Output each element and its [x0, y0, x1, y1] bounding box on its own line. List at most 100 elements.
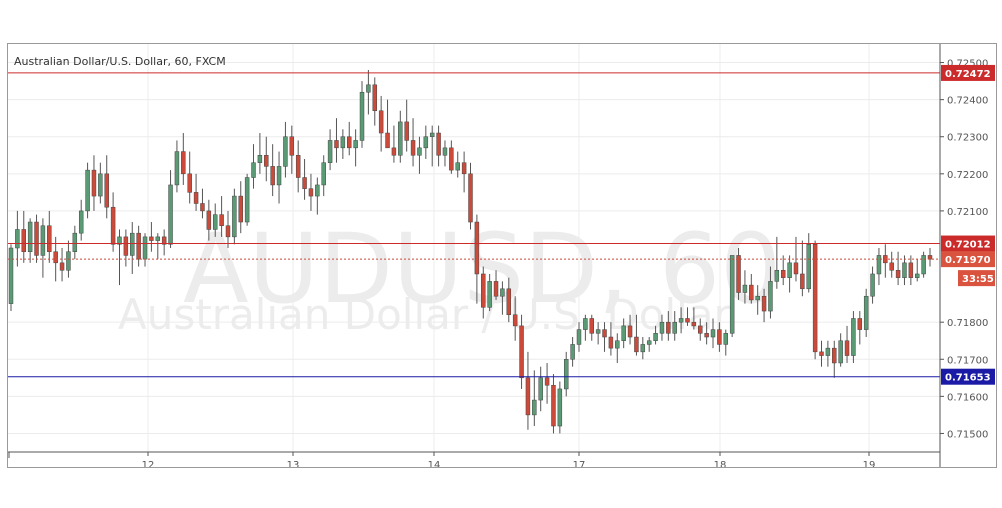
candle-body: [678, 318, 684, 323]
candle: [238, 181, 243, 234]
candle: [768, 266, 773, 319]
candle: [308, 173, 314, 211]
candle-body: [825, 347, 831, 356]
candle: [838, 333, 843, 367]
price-label-bg: [941, 64, 995, 81]
candle-body: [47, 225, 52, 252]
candle-body: [812, 244, 818, 353]
candle: [608, 322, 614, 356]
candle: [551, 374, 556, 434]
candle-body: [136, 232, 141, 260]
candle: [844, 325, 850, 363]
candle: [429, 125, 435, 167]
candle-body: [276, 166, 282, 186]
candle-body: [340, 136, 346, 149]
candle-body: [423, 136, 429, 149]
candle-body: [404, 121, 409, 141]
candle-body: [889, 262, 894, 271]
price-label: 0.71653: [945, 373, 991, 384]
candle-body: [838, 340, 843, 364]
candle: [544, 362, 550, 404]
candle: [359, 81, 365, 148]
candle-body: [436, 132, 441, 156]
candle: [193, 173, 199, 211]
candle-body: [264, 155, 269, 167]
candle: [353, 129, 358, 167]
candle-body: [378, 110, 384, 134]
candle-body: [225, 225, 231, 238]
candle: [232, 188, 237, 245]
candle-body: [532, 399, 537, 416]
candle: [666, 311, 671, 341]
candle-body: [832, 347, 837, 364]
candle: [589, 314, 594, 341]
candle-body: [500, 288, 505, 297]
candle: [187, 151, 192, 204]
candle: [902, 255, 907, 286]
candle: [200, 188, 205, 219]
candle: [206, 199, 212, 241]
candle-body: [98, 173, 103, 197]
candle-body: [723, 333, 729, 345]
candle: [583, 314, 588, 341]
candle-body: [519, 325, 524, 379]
candle: [276, 151, 282, 204]
candle-body: [212, 214, 218, 230]
candle: [851, 311, 856, 363]
candle: [595, 322, 601, 345]
candle-body: [270, 166, 275, 186]
candle: [385, 99, 390, 149]
candle: [481, 266, 486, 319]
candle: [21, 210, 26, 263]
candle: [646, 337, 652, 352]
candle: [812, 240, 818, 360]
candle-body: [761, 295, 767, 312]
candle: [315, 177, 320, 215]
candle-body: [595, 329, 601, 334]
candle: [717, 322, 722, 352]
candle: [78, 199, 84, 241]
candle-body: [698, 325, 703, 334]
candle-body: [168, 184, 173, 245]
candle-body: [161, 236, 167, 245]
candle: [225, 210, 231, 248]
candle-body: [219, 214, 224, 226]
candle-body: [398, 121, 403, 156]
price-label-bg: [941, 368, 995, 385]
candle-body: [123, 236, 129, 256]
candle-body: [768, 281, 773, 312]
candle-body: [244, 177, 250, 223]
candle: [787, 255, 792, 293]
candle: [155, 233, 161, 260]
candle-body: [149, 236, 154, 241]
candle-body: [142, 236, 148, 260]
candle: [927, 248, 933, 267]
candle-body: [640, 344, 646, 353]
candle-body: [774, 270, 780, 282]
candle: [500, 281, 505, 315]
candle: [819, 340, 824, 367]
chart-area[interactable]: AUDUSD, 60 Australian Dollar / U.S. Doll…: [7, 43, 997, 468]
candle: [449, 140, 454, 174]
candle: [47, 210, 52, 263]
candle-body: [608, 336, 614, 349]
candle-body: [327, 140, 333, 163]
candle: [270, 144, 275, 197]
candle-body: [704, 333, 709, 338]
candle: [404, 99, 409, 152]
candle: [251, 144, 256, 189]
candle: [442, 140, 448, 167]
candle: [659, 314, 665, 341]
candle: [398, 110, 403, 163]
candle-body: [742, 284, 748, 293]
candle: [461, 151, 467, 193]
candle-body: [793, 262, 799, 275]
candle: [895, 251, 901, 286]
candle-body: [391, 147, 397, 156]
candle: [576, 322, 582, 352]
candle: [742, 270, 748, 304]
candle: [34, 214, 39, 263]
x-tick-label: 18: [714, 460, 727, 467]
candle: [59, 248, 65, 282]
candle: [621, 318, 626, 349]
